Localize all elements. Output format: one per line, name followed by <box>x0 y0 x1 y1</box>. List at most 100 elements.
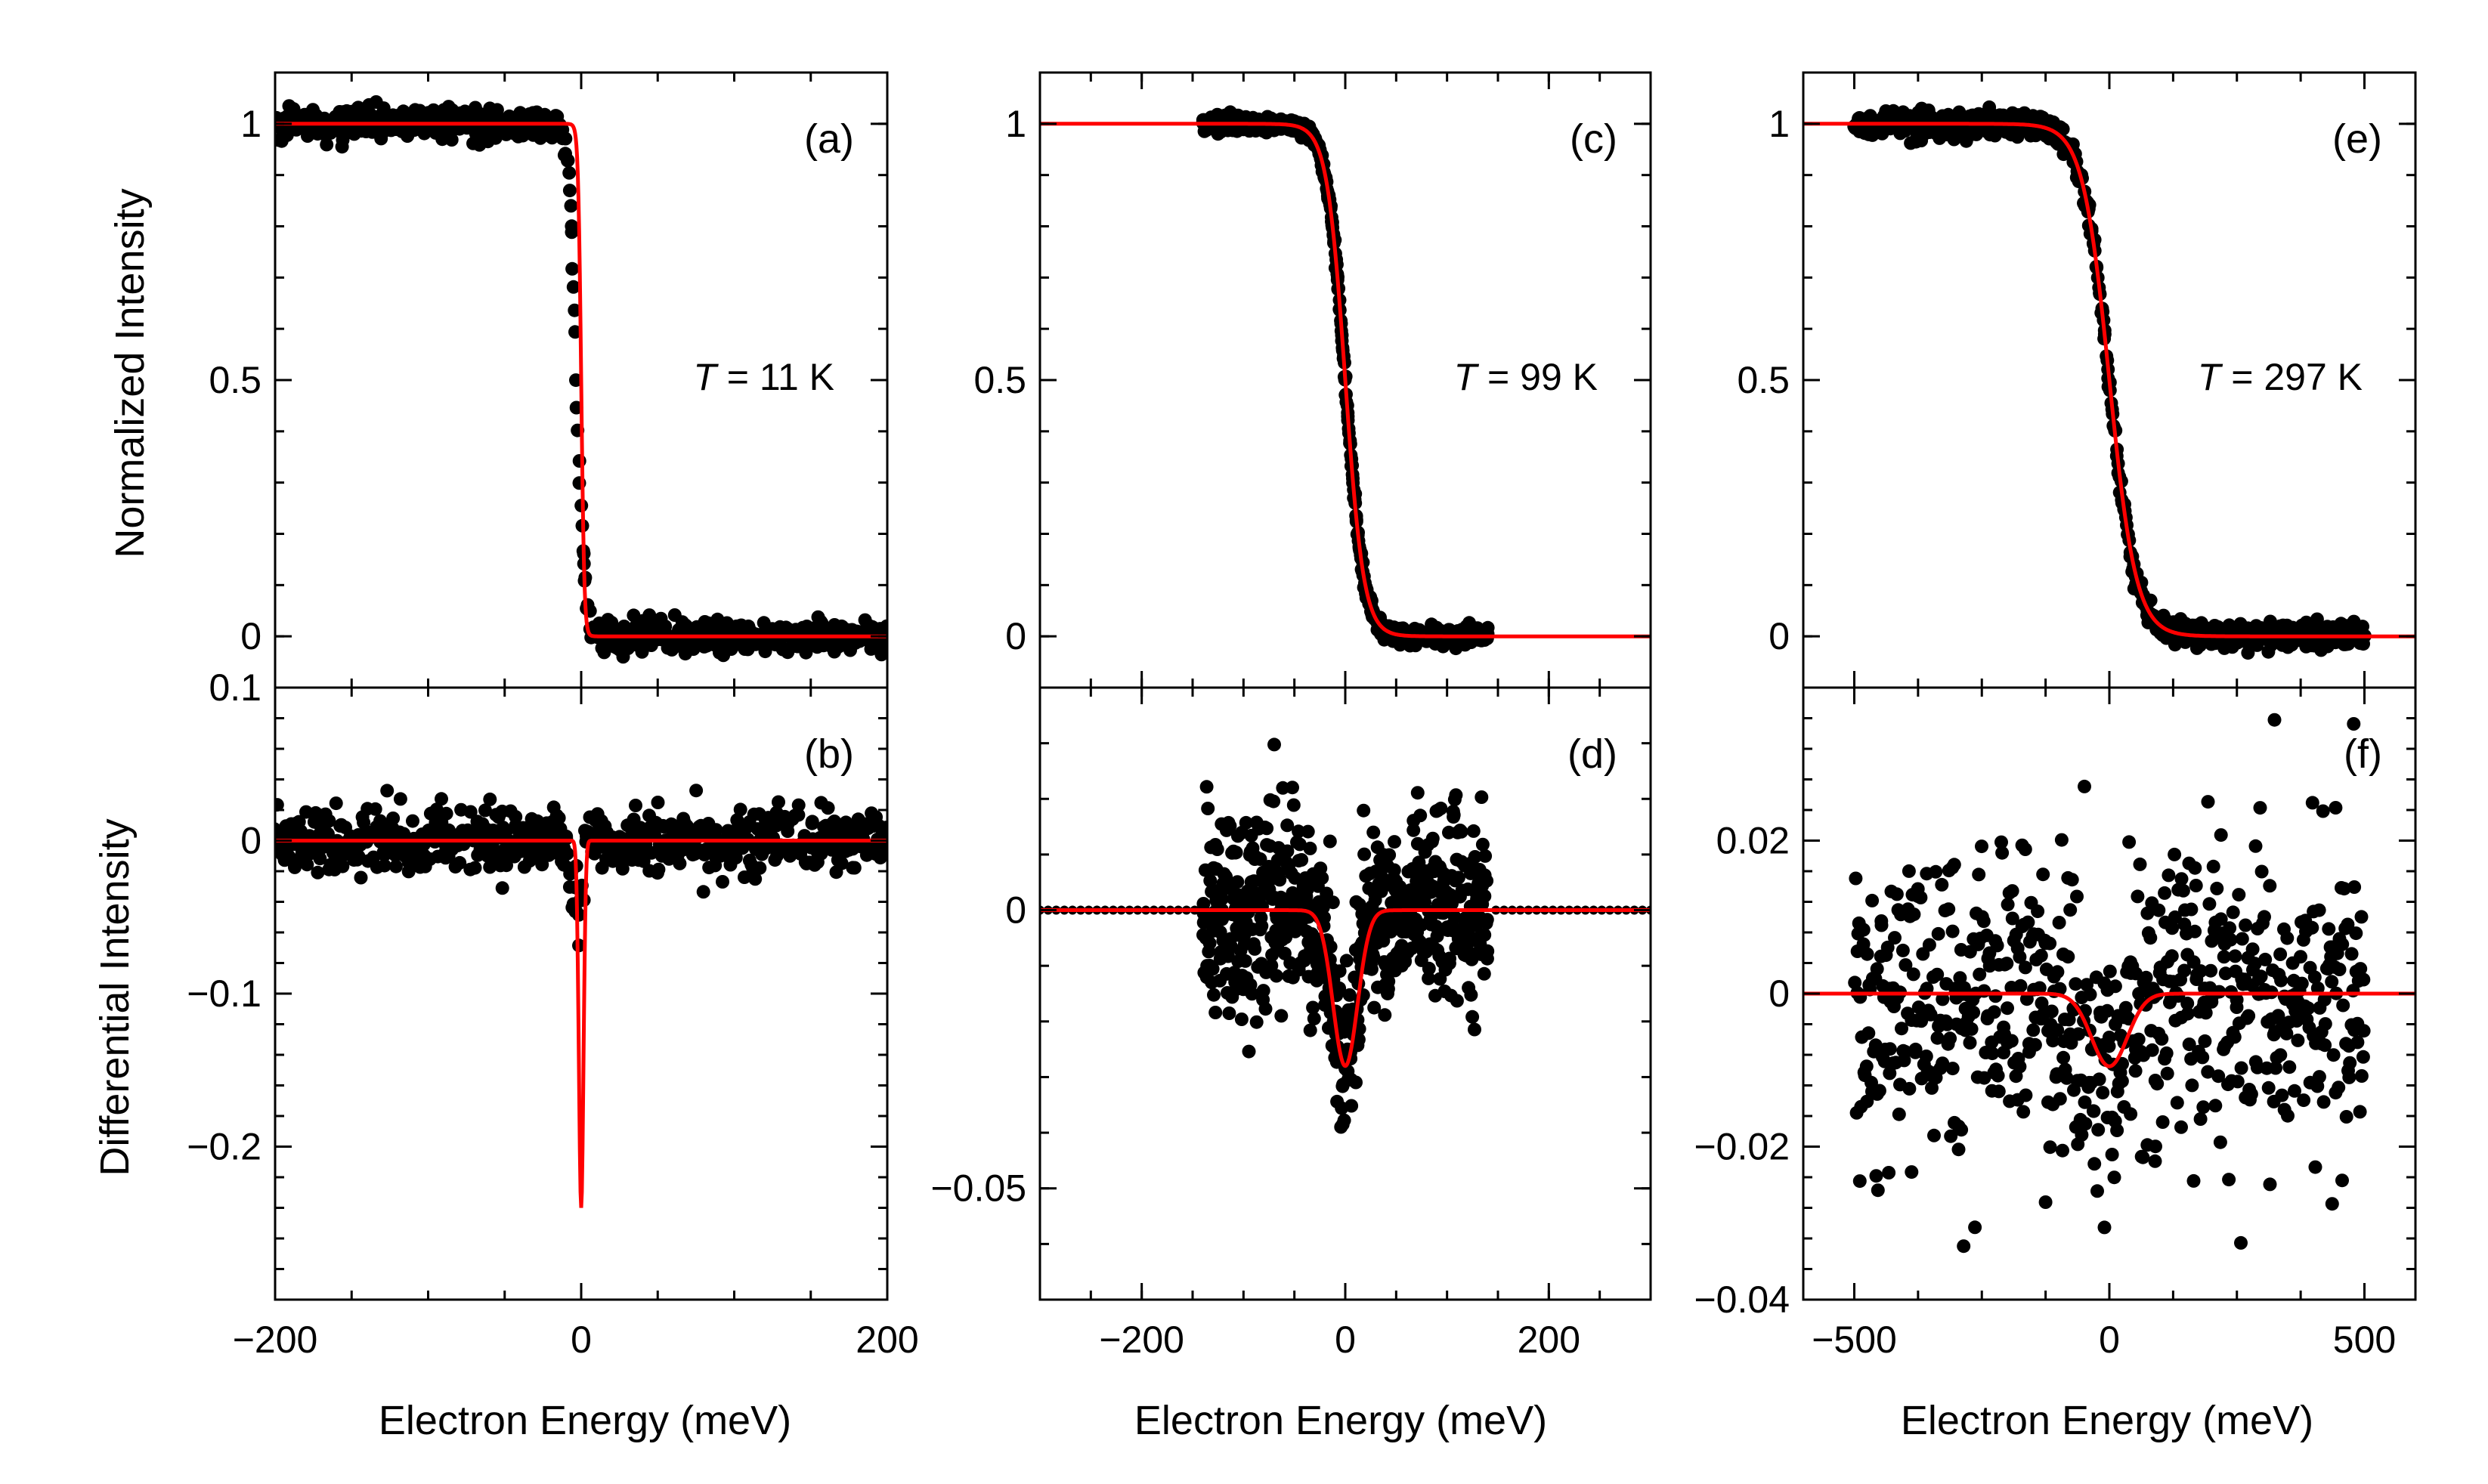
data-point <box>2188 924 2202 938</box>
data-point <box>2316 1095 2331 1109</box>
data-point <box>1927 1128 1941 1142</box>
data-point <box>2061 950 2075 964</box>
data-point <box>2193 964 2208 979</box>
data-point <box>322 814 336 828</box>
data-point <box>2132 987 2146 1001</box>
data-point <box>1930 967 1945 982</box>
data-point <box>2354 1069 2369 1083</box>
data-point <box>1280 818 1295 833</box>
data-point <box>1249 1015 1264 1029</box>
data-point <box>1264 958 1279 972</box>
data-point <box>2050 965 2065 979</box>
data-point <box>1382 974 1396 988</box>
data-point <box>2347 880 2362 894</box>
data-point <box>2344 947 2359 961</box>
data-point <box>2201 795 2215 809</box>
data-point <box>1902 864 1916 878</box>
data-point <box>1865 893 1880 907</box>
data-point <box>495 881 509 895</box>
temperature-symbol: T <box>1454 356 1480 398</box>
panel-label: (d) <box>1567 731 1617 777</box>
data-point <box>2050 1023 2065 1037</box>
data-point <box>1422 971 1436 985</box>
data-point <box>1930 1031 1945 1045</box>
data-point <box>738 870 751 884</box>
data-point <box>2054 833 2069 847</box>
data-point <box>1375 870 1389 885</box>
data-point <box>1914 890 1928 904</box>
data-point <box>2329 801 2343 815</box>
data-point <box>2069 977 2083 991</box>
data-point <box>1991 1068 2005 1083</box>
data-point <box>2294 950 2307 964</box>
data-point <box>2043 1140 2057 1155</box>
data-point <box>2097 1220 2112 1235</box>
data-point <box>1449 788 1463 802</box>
panel-f: −500 0 500 −0.04 −0.02 0 0.02 (f) <box>1694 686 2417 1361</box>
panel-label: (a) <box>804 116 854 162</box>
data-point <box>1859 1059 1874 1074</box>
data-point <box>1238 954 1252 968</box>
data-point <box>1267 737 1281 752</box>
data-point <box>368 802 382 816</box>
data-point <box>769 818 784 833</box>
data-point <box>2128 1064 2143 1078</box>
data-point <box>1205 962 1220 976</box>
data-point <box>1880 940 1895 954</box>
data-point <box>468 861 482 875</box>
data-point <box>559 131 573 146</box>
data-point <box>1860 947 1874 961</box>
data-point <box>709 823 723 837</box>
data-point <box>629 799 642 812</box>
data-point <box>1376 934 1391 948</box>
data-point <box>1451 870 1465 885</box>
panel-label: (c) <box>1570 116 1617 162</box>
data-point <box>1481 620 1495 635</box>
data-point <box>1945 924 1960 938</box>
data-point <box>597 645 611 660</box>
data-point <box>1861 1026 1876 1040</box>
x-tick-label: 0 <box>571 1319 592 1361</box>
data-point <box>1892 1107 1906 1121</box>
data-point <box>1337 1113 1351 1127</box>
x-tick-label: −500 <box>1812 1319 1897 1361</box>
data-point <box>565 225 579 240</box>
data-point <box>1315 871 1329 885</box>
data-point <box>2013 979 2028 993</box>
data-point <box>1280 844 1295 858</box>
data-point <box>615 861 630 876</box>
data-point <box>2235 932 2249 946</box>
data-point <box>834 856 849 870</box>
data-point <box>2316 804 2330 818</box>
data-point <box>2291 1033 2305 1047</box>
y-tick-label: 0 <box>1005 889 1026 932</box>
data-point <box>1323 940 1338 954</box>
data-point <box>1387 863 1401 877</box>
data-point <box>1943 1031 1957 1046</box>
data-point <box>1480 913 1494 927</box>
data-point <box>2165 949 2179 963</box>
data-point <box>2254 969 2268 984</box>
data-point <box>1332 964 1347 979</box>
data-point <box>2325 975 2339 989</box>
data-point <box>2199 1006 2213 1020</box>
data-point <box>2021 915 2035 929</box>
data-point <box>2180 1006 2195 1021</box>
data-point <box>2232 888 2246 902</box>
data-point <box>1245 987 1259 1001</box>
fit-curve <box>275 122 887 638</box>
x-tick-label: −200 <box>1099 1319 1184 1361</box>
data-point <box>1872 1084 1886 1098</box>
data-point <box>1973 967 1987 982</box>
data-point <box>2279 1026 2294 1040</box>
data-point <box>2214 828 2228 842</box>
data-point <box>1902 1081 1917 1096</box>
data-point <box>2143 593 2158 608</box>
data-point <box>2310 981 2325 995</box>
data-point <box>2234 1235 2248 1250</box>
data-point <box>2140 906 2155 920</box>
data-point <box>880 839 887 854</box>
data-point <box>1991 1084 2006 1099</box>
data-point <box>2305 920 2319 935</box>
data-point <box>453 855 467 870</box>
